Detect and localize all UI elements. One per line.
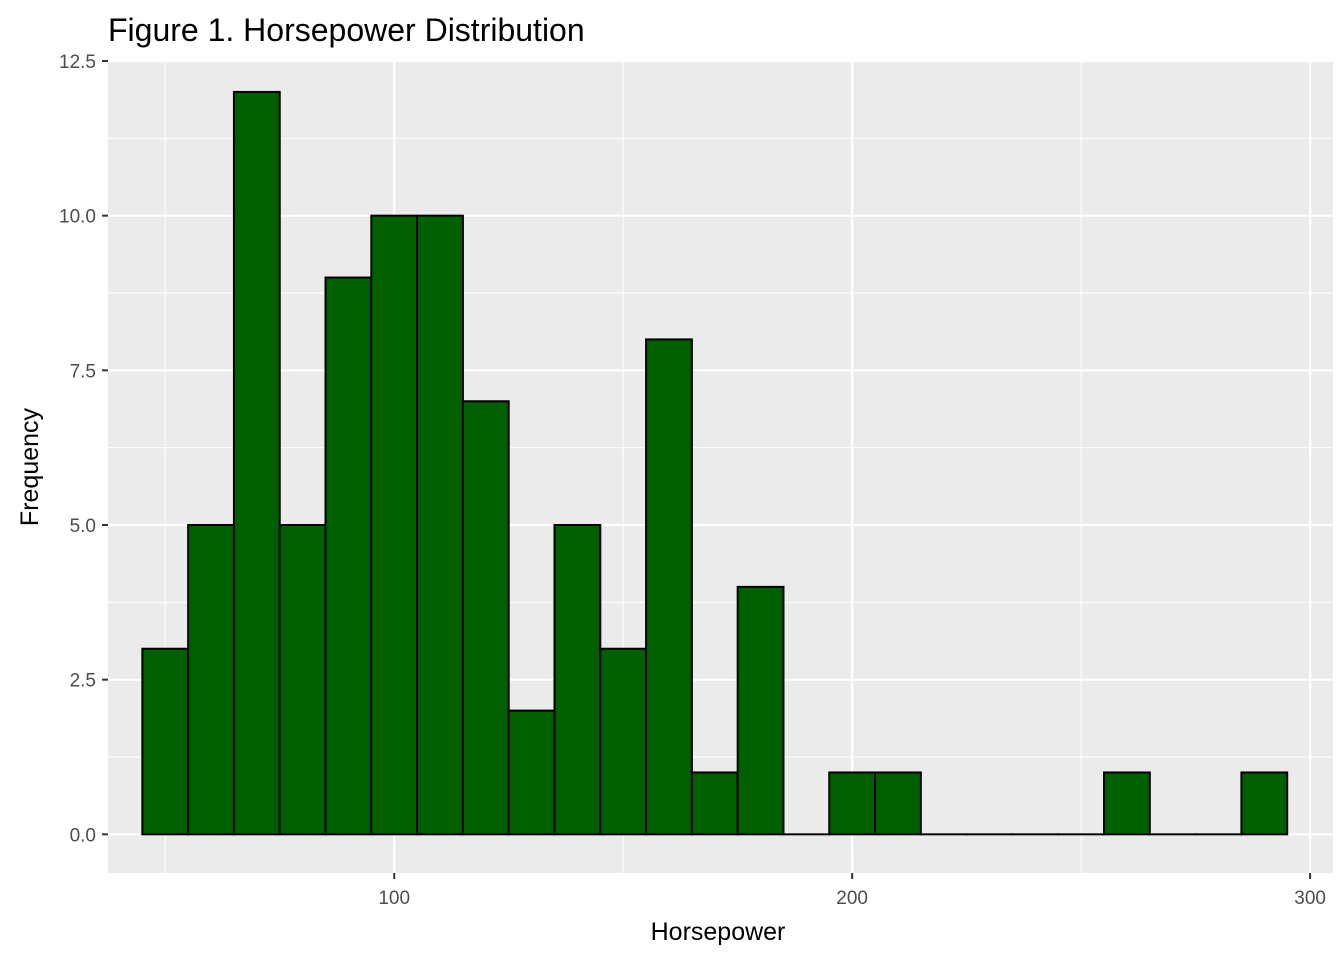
x-axis-title: Horsepower (651, 918, 786, 946)
histogram-bar (1240, 771, 1289, 836)
histogram-bar (645, 338, 693, 836)
histogram-bar (1103, 771, 1151, 836)
y-tick-label: 0.0 (70, 825, 96, 846)
axis-ticks (102, 60, 1312, 879)
y-tick-label: 5.0 (70, 516, 96, 537)
histogram-bar (278, 524, 327, 836)
y-tick-label: 2.5 (70, 671, 96, 692)
histogram-bar (187, 524, 235, 836)
histogram-bar (599, 647, 648, 836)
y-axis-tick-labels: 0.0 2.5 5.0 7.5 10.0 12.5 (59, 52, 96, 846)
y-axis-title: Frequency (16, 407, 44, 526)
x-tick-label: 200 (836, 888, 868, 909)
y-tick-label: 10.0 (59, 207, 96, 228)
histogram-bar (828, 771, 877, 836)
histogram-bar (690, 771, 739, 836)
histogram-bar (370, 214, 419, 836)
x-axis-tick-labels: 100 200 300 (378, 888, 1326, 909)
x-tick-label: 100 (378, 888, 410, 909)
x-tick-label: 300 (1294, 888, 1326, 909)
histogram-bar (461, 400, 510, 836)
histogram-bar (141, 647, 190, 836)
histogram-bar (416, 214, 464, 836)
histogram-bar (553, 524, 602, 836)
chart-title: Figure 1. Horsepower Distribution (108, 12, 585, 48)
histogram-bar (232, 90, 281, 836)
histogram-bar (324, 276, 373, 836)
y-tick-label: 12.5 (59, 52, 96, 73)
histogram-bar (736, 585, 785, 836)
y-tick-label: 7.5 (70, 361, 96, 382)
histogram-bar (507, 709, 556, 836)
histogram-bars (141, 90, 1289, 836)
histogram-bar (874, 771, 922, 836)
